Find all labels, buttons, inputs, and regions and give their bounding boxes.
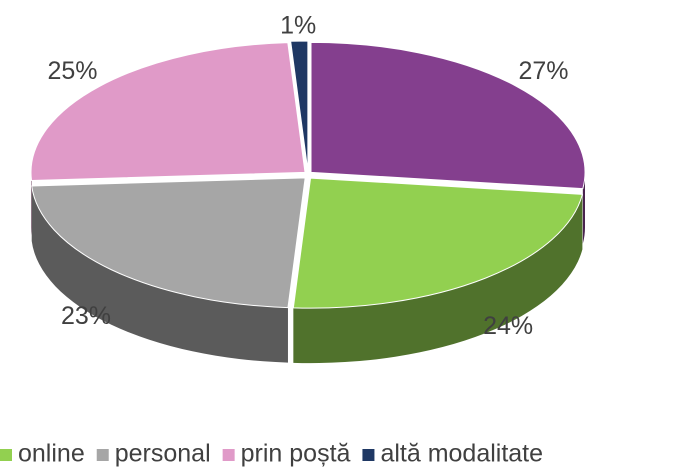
- slice: [31, 177, 306, 309]
- slice: [292, 177, 584, 309]
- slice: [290, 40, 309, 172]
- legend-swatch: [222, 449, 235, 461]
- legend-label: personal: [115, 440, 211, 468]
- legend-swatch: [362, 449, 375, 461]
- slice-side: [30, 172, 32, 236]
- legend-label: prin poștă: [241, 440, 351, 468]
- legend-swatch: [96, 449, 109, 461]
- slice: [310, 41, 586, 190]
- data-label: 24%: [483, 312, 533, 340]
- data-label: 23%: [61, 302, 111, 330]
- data-label: 27%: [519, 57, 569, 85]
- legend-label: altă modalitate: [380, 440, 543, 468]
- slice-side: [293, 194, 583, 364]
- slice-side: [582, 172, 586, 244]
- data-label: 25%: [47, 57, 97, 85]
- legend-label: online: [18, 440, 85, 468]
- legend-swatch: [0, 449, 12, 461]
- slice: [30, 42, 306, 182]
- data-label: 1%: [280, 12, 316, 40]
- slice-side: [31, 185, 288, 363]
